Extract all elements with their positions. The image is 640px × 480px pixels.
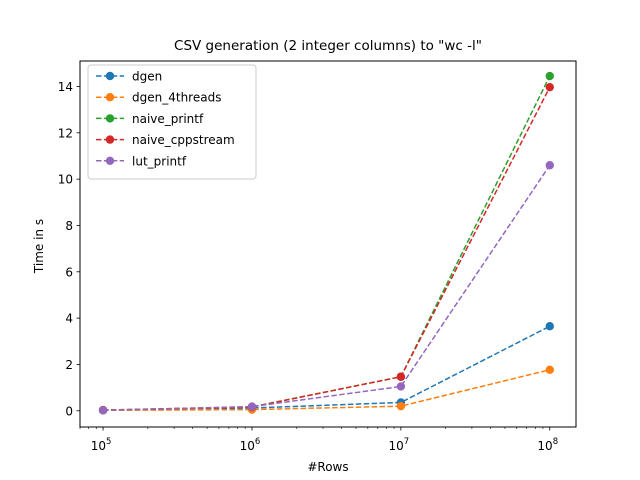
data-point-lut-printf (396, 382, 406, 391)
data-point-lut-printf (545, 161, 554, 170)
data-point-dgen-4threads (545, 365, 554, 374)
series-line-lut-printf (103, 164, 551, 412)
x-minor-ticks (79, 427, 544, 429)
x-tick-label: 106 (240, 437, 261, 453)
x-tick-label: 108 (537, 437, 558, 453)
chart-title: CSV generation (2 integer columns) to "w… (174, 38, 482, 54)
x-tick-label-base: 10 (537, 439, 552, 453)
y-tick-label: 4 (65, 312, 73, 326)
data-point-naive-cppstream (396, 372, 406, 381)
data-point-naive-cppstream (545, 82, 554, 92)
x-tick-label-base: 10 (240, 439, 255, 453)
y-axis-label: Time in s (32, 219, 46, 274)
y-tick-label: 2 (65, 358, 73, 372)
x-axis-label: #Rows (307, 460, 348, 474)
data-point-dgen (545, 322, 554, 331)
x-tick-label-exponent: 7 (404, 437, 409, 447)
y-tick-label: 12 (58, 126, 73, 140)
y-tick-label: 0 (65, 404, 73, 418)
y-tick-label: 6 (65, 265, 73, 279)
series-line-dgen-4threads (103, 369, 550, 412)
legend-swatch-marker-lut-printf (105, 156, 115, 165)
x-tick-label-base: 10 (389, 439, 404, 453)
data-point-naive-printf (545, 71, 554, 81)
legend-swatch-marker-dgen-4threads (105, 93, 115, 102)
x-tick-label-base: 10 (91, 439, 106, 453)
x-tick-label-exponent: 8 (553, 437, 558, 447)
legend-label-naive-printf: naive_printf (132, 112, 204, 126)
data-point-lut-printf (98, 406, 108, 415)
y-tick-label: 14 (58, 80, 73, 94)
x-tick-label: 107 (389, 437, 410, 453)
legend-swatch-marker-naive-cppstream (105, 135, 115, 144)
legend-label-dgen: dgen (132, 70, 162, 84)
y-tick-label: 10 (58, 173, 73, 187)
y-tick-label: 8 (65, 219, 73, 233)
legend-box (87, 64, 257, 180)
legend: dgen dgen_4threads naive_printf naive_cppst… (87, 64, 257, 180)
legend-label-naive-cppstream: naive_cppstream (132, 133, 235, 147)
x-tick-label-exponent: 6 (255, 437, 260, 447)
legend-label-dgen-4threads: dgen_4threads (132, 91, 221, 105)
legend-swatch-marker-naive-printf (105, 114, 115, 123)
legend-swatch-marker-dgen (105, 71, 115, 81)
axes-frame (79, 60, 577, 428)
data-point-dgen-4threads (396, 401, 406, 411)
x-tick-label: 105 (91, 437, 112, 453)
x-tick-label-exponent: 5 (106, 437, 111, 447)
data-point-lut-printf (247, 402, 257, 411)
legend-label-lut-printf: lut_printf (132, 154, 187, 168)
